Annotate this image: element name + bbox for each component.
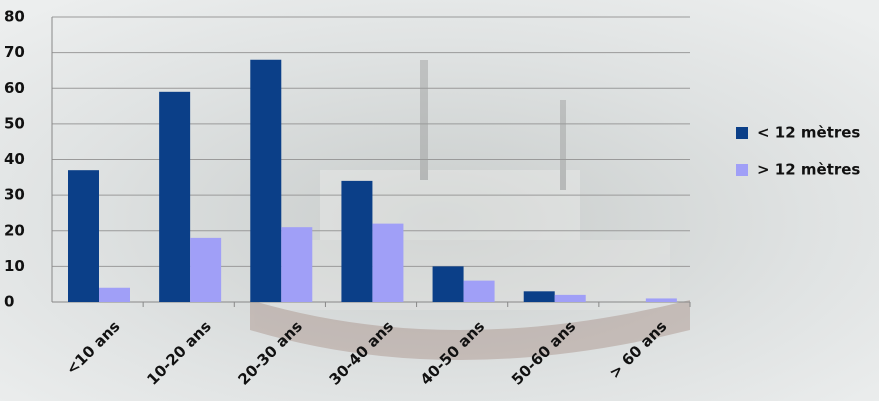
bar [99, 287, 130, 302]
bar [281, 227, 313, 302]
bar [523, 291, 555, 302]
bar [68, 170, 99, 302]
y-tick-label: 50 [4, 114, 25, 132]
bar [250, 59, 282, 302]
legend-swatch [736, 127, 748, 139]
legend-label: > 12 mètres [757, 161, 860, 179]
y-tick-label: 10 [4, 257, 25, 275]
y-tick-label: 0 [4, 293, 14, 311]
bar [554, 294, 586, 302]
y-tick-label: 30 [4, 186, 25, 204]
legend-label: < 12 mètres [757, 124, 860, 142]
legend-swatch [736, 164, 748, 176]
bar [432, 266, 464, 302]
bar [341, 180, 373, 302]
y-tick-label: 60 [4, 79, 25, 97]
y-tick-label: 80 [4, 8, 25, 26]
bar [190, 237, 222, 302]
y-tick-label: 40 [4, 150, 25, 168]
bar [463, 280, 495, 302]
y-tick-label: 70 [4, 43, 25, 61]
bar [645, 298, 677, 302]
bar [159, 91, 191, 302]
y-tick-label: 20 [4, 221, 25, 239]
bar [372, 223, 404, 302]
boat-photo [250, 60, 690, 360]
